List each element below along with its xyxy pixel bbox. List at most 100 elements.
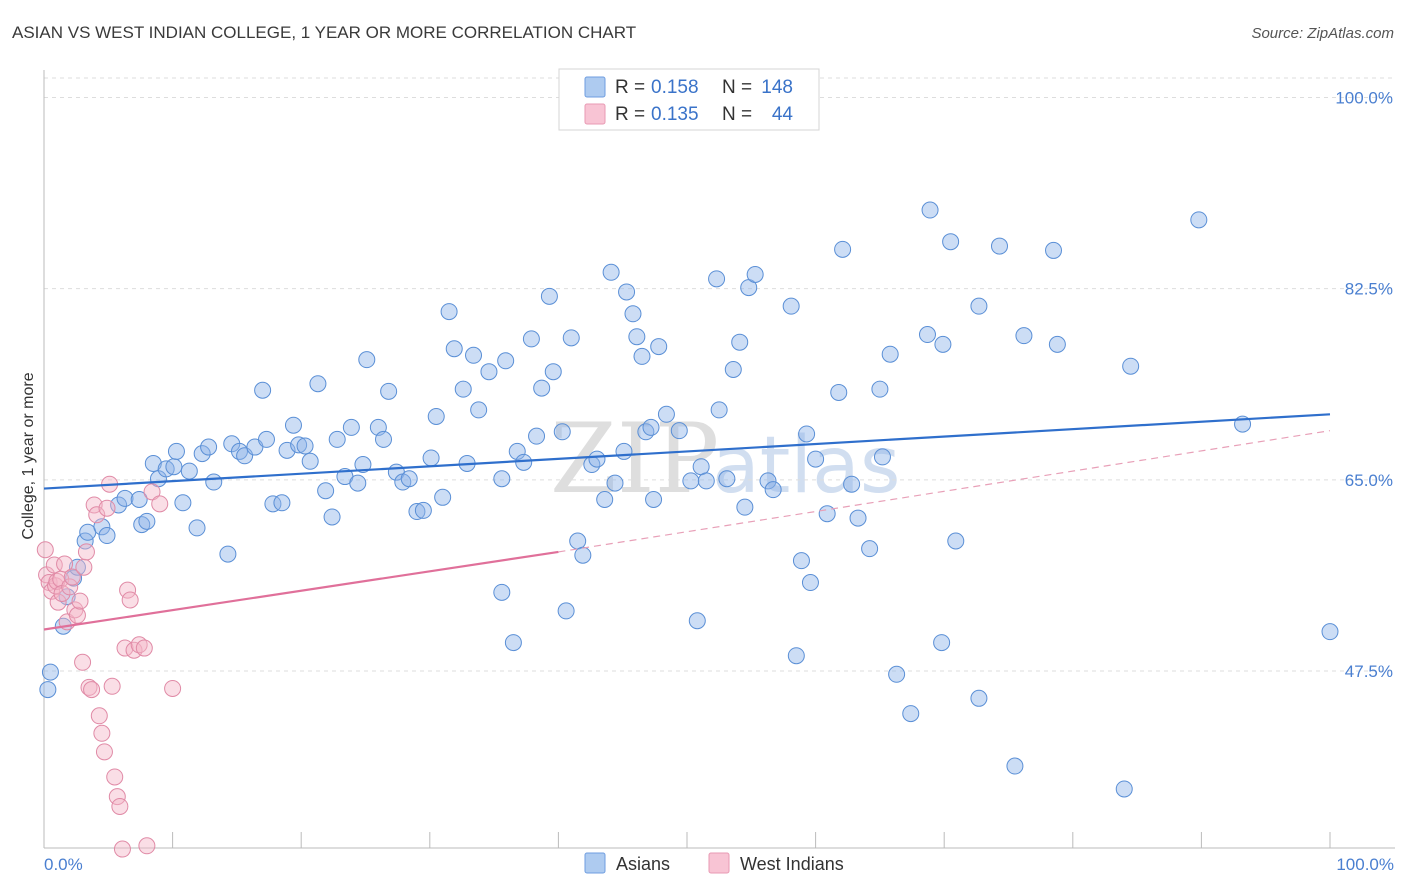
asians-point <box>692 458 710 476</box>
asians-point <box>1015 327 1033 345</box>
asians-point <box>544 363 562 381</box>
asians-point <box>65 569 83 587</box>
legend-swatch-west-indians <box>584 103 606 125</box>
asians-point <box>1115 780 1133 798</box>
asians-point <box>970 689 988 707</box>
asians-point <box>670 422 688 440</box>
asians-point <box>902 705 920 723</box>
asians-point <box>454 380 472 398</box>
legend-r-label-west-indians: R = <box>615 104 645 125</box>
asians-point <box>553 423 571 441</box>
asians-point <box>193 445 211 463</box>
asians-point <box>328 430 346 448</box>
asians-point <box>602 263 620 281</box>
asians-point <box>764 481 782 499</box>
west-indians-point <box>143 483 161 501</box>
asians-point <box>871 380 889 398</box>
west-indians-point <box>36 541 54 559</box>
legend-n-label-asians: N = <box>722 77 752 98</box>
asians-point <box>540 287 558 305</box>
asians-point <box>445 340 463 358</box>
asians-point <box>624 305 642 323</box>
asians-point <box>818 505 836 523</box>
asians-point <box>1321 623 1339 641</box>
asians-point <box>615 442 633 460</box>
asians-point <box>497 352 515 370</box>
trend-line-west-indians <box>43 550 559 631</box>
asians-point <box>746 265 764 283</box>
x-axis-ticks <box>43 832 1331 848</box>
west-indians-point <box>164 679 182 697</box>
asians-point <box>380 382 398 400</box>
y-tick-label: 47.5% <box>1345 662 1393 681</box>
asians-point <box>480 363 498 381</box>
legend-swatch-asians <box>584 76 606 98</box>
asians-point <box>219 545 237 563</box>
asians-point <box>522 330 540 348</box>
asians-point <box>807 450 825 468</box>
trend-line-west-indians-extrapolated <box>558 430 1331 553</box>
y-tick-label: 65.0% <box>1345 471 1393 490</box>
asians-point <box>400 470 418 488</box>
series-asians-points <box>39 201 1339 798</box>
legend-n-value-west-indians: 44 <box>772 104 794 125</box>
chart-source: Source: ZipAtlas.com <box>1251 25 1394 42</box>
asians-point <box>290 436 308 454</box>
west-indians-point <box>75 558 93 576</box>
asians-point <box>342 418 360 436</box>
asians-point <box>533 379 551 397</box>
asians-point <box>947 532 965 550</box>
asians-point <box>697 472 715 490</box>
west-indians-point <box>71 592 89 610</box>
asians-point <box>465 346 483 364</box>
asians-point <box>792 552 810 570</box>
asians-point <box>1190 211 1208 229</box>
asians-point <box>645 490 663 508</box>
watermark-atlas: atlas <box>712 421 901 511</box>
asians-point <box>787 647 805 665</box>
asians-point <box>427 407 445 425</box>
asians-point <box>798 425 816 443</box>
west-indians-point <box>80 678 98 696</box>
asians-point <box>759 472 777 490</box>
west-indians-point <box>130 636 148 654</box>
asians-point <box>557 602 575 620</box>
west-indians-point <box>49 593 67 611</box>
asians-point <box>933 634 951 652</box>
asians-point <box>861 540 879 558</box>
asians-point <box>873 448 891 466</box>
legend-r-value-asians: 0.158 <box>651 77 699 98</box>
series-west-indians-points <box>36 475 182 858</box>
asians-point <box>200 438 218 456</box>
asians-point <box>849 509 867 527</box>
west-indians-point <box>68 606 86 624</box>
asians-point <box>309 375 327 393</box>
west-indians-point <box>103 677 121 695</box>
asians-point <box>1048 335 1066 353</box>
bottom-legend-label-asians: Asians <box>616 854 670 874</box>
legend-n-label-west-indians: N = <box>722 104 752 125</box>
asians-point <box>843 475 861 493</box>
west-indians-point <box>98 499 116 517</box>
asians-point <box>79 523 97 541</box>
asians-point <box>493 470 511 488</box>
legend: R = 0.158 N = 148 R = 0.135 N = 44 <box>558 68 820 131</box>
asians-point <box>562 329 580 347</box>
y-tick-labels: 100.0% 82.5% 65.0% 47.5% <box>1335 89 1393 682</box>
asians-point <box>606 474 624 492</box>
asians-point <box>358 351 376 369</box>
watermark-zip: ZIP <box>550 403 719 515</box>
bottom-legend-label-west-indians: West Indians <box>740 854 844 874</box>
west-indians-point <box>90 707 108 725</box>
asians-point <box>354 456 372 474</box>
asians-point <box>718 470 736 488</box>
asians-point <box>440 303 458 321</box>
asians-point <box>657 405 675 423</box>
west-indians-point <box>85 496 103 514</box>
asians-point <box>188 519 206 537</box>
asians-point <box>98 527 116 545</box>
asians-point <box>1122 357 1140 375</box>
asians-point <box>596 490 614 508</box>
asians-point <box>515 453 533 471</box>
asians-point <box>688 612 706 630</box>
